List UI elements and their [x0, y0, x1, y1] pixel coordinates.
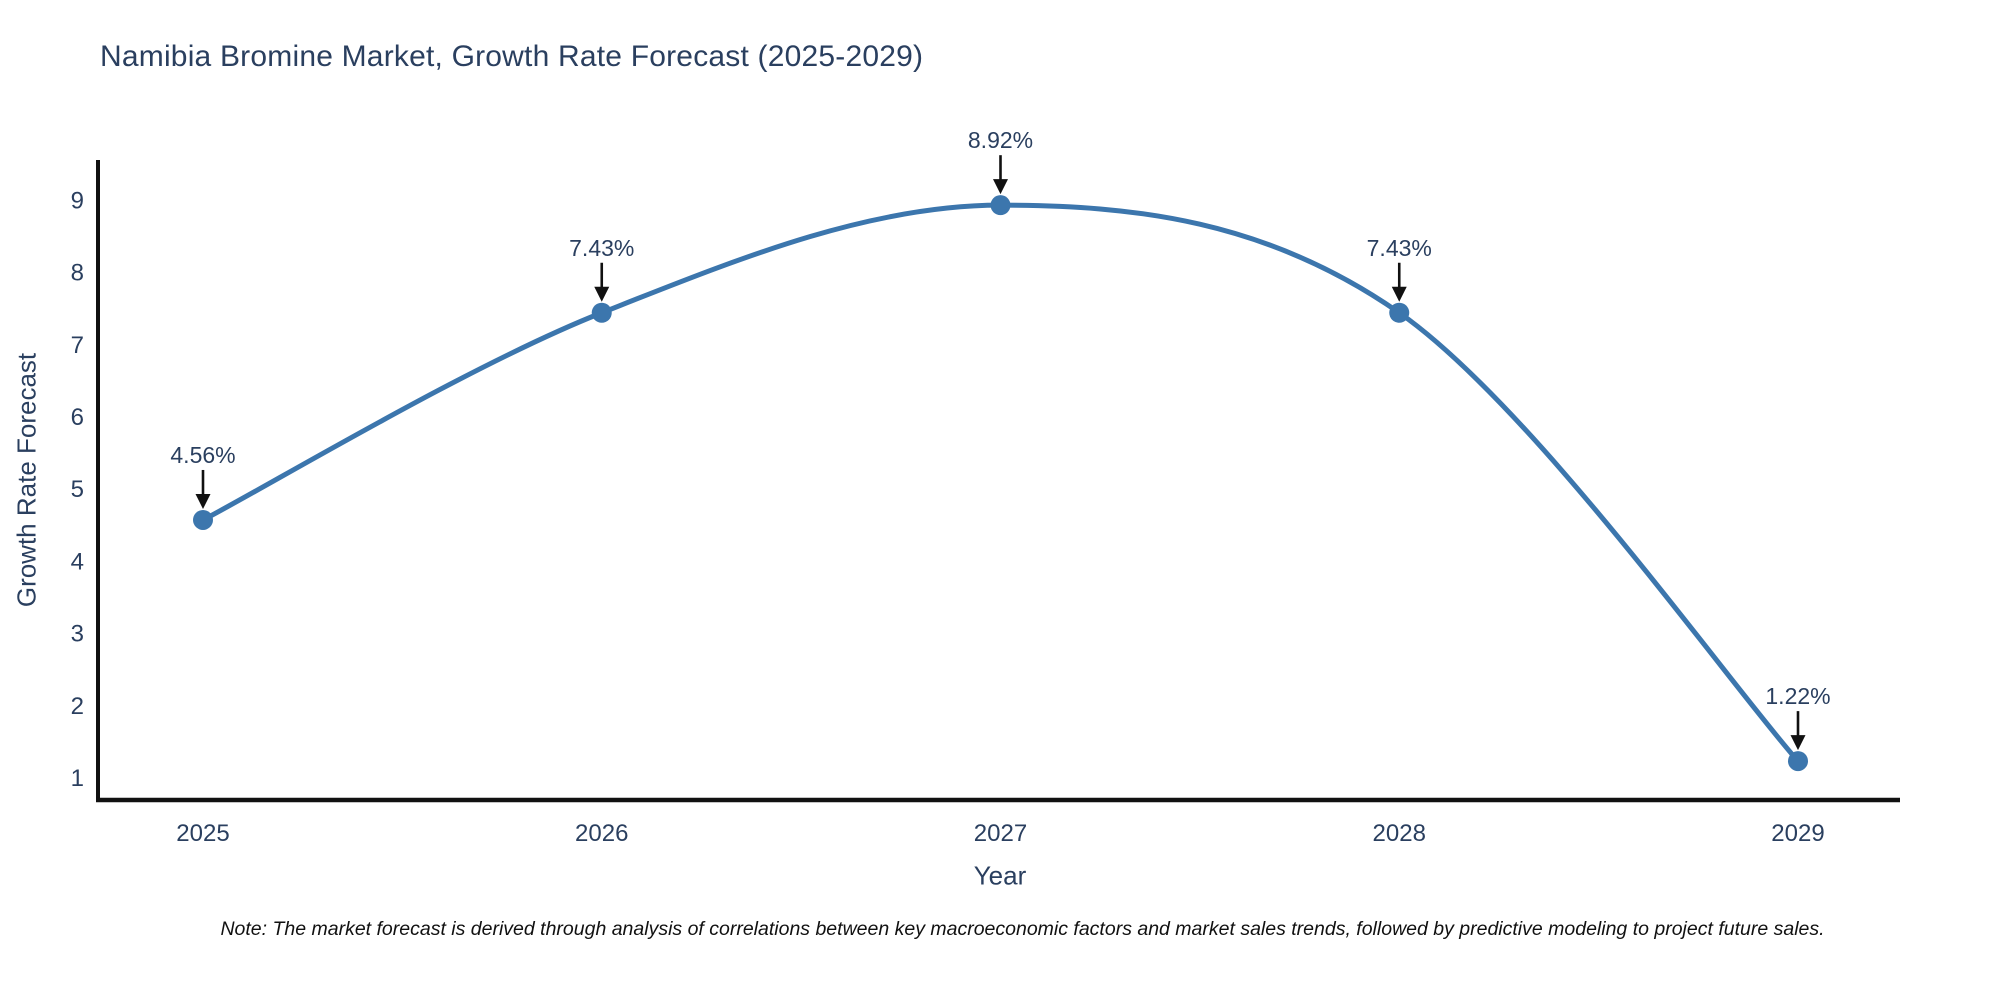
data-point-label: 4.56%	[170, 442, 235, 468]
y-tick-label: 4	[71, 548, 84, 575]
x-tick-label: 2026	[575, 820, 628, 847]
y-tick-label: 3	[71, 621, 84, 648]
y-tick-label: 2	[71, 693, 84, 720]
annotation-arrowhead	[993, 179, 1008, 195]
data-point-marker	[990, 195, 1011, 216]
data-point-marker	[1389, 302, 1410, 323]
data-point-marker	[193, 509, 213, 530]
annotation-arrowhead	[1790, 735, 1806, 751]
y-tick-label: 6	[71, 404, 84, 431]
annotation-arrowhead	[195, 493, 211, 509]
y-tick-label: 1	[71, 765, 84, 792]
data-point-marker	[1788, 751, 1808, 772]
x-tick-label: 2029	[1771, 820, 1824, 847]
x-axis-title: Year	[973, 860, 1027, 891]
y-tick-label: 9	[71, 187, 84, 214]
x-tick-label: 2027	[974, 820, 1027, 847]
data-point-label: 7.43%	[1367, 235, 1432, 261]
annotation-arrowhead	[594, 286, 610, 302]
x-tick-label: 2028	[1373, 820, 1426, 847]
data-point-marker	[591, 302, 612, 323]
footnote: Note: The market forecast is derived thr…	[220, 918, 1825, 940]
y-tick-label: 7	[71, 332, 84, 359]
data-point-label: 1.22%	[1765, 683, 1830, 709]
chart-title: Namibia Bromine Market, Growth Rate Fore…	[100, 40, 924, 73]
data-point-label: 8.92%	[968, 127, 1033, 153]
forecast-line	[200, 202, 1801, 764]
y-tick-label: 5	[71, 476, 84, 503]
data-point-label: 7.43%	[569, 235, 634, 261]
x-tick-label: 2025	[176, 820, 229, 847]
y-tick-label: 8	[71, 260, 84, 287]
annotation-arrowhead	[1391, 286, 1407, 302]
